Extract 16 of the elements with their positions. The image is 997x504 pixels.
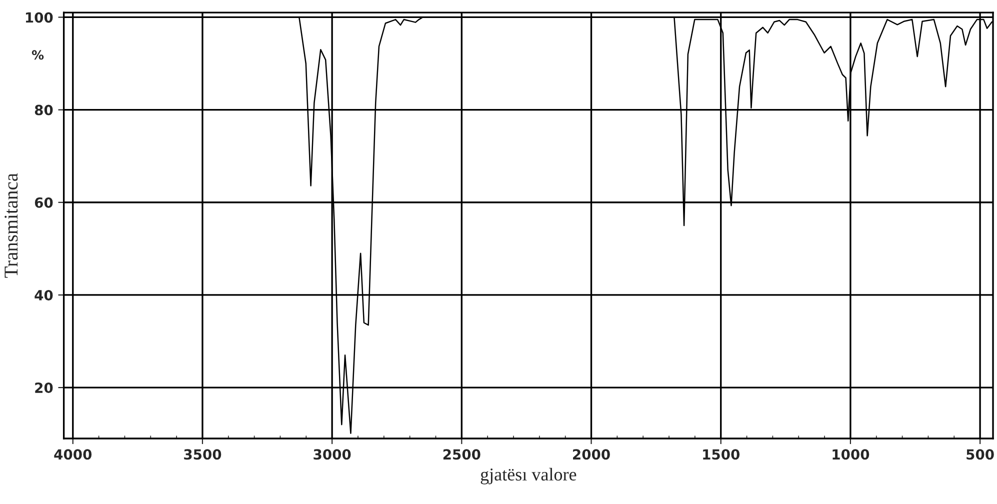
x-tick-label: 3000 (314, 449, 351, 460)
x-tick-label: 2000 (573, 449, 610, 460)
y-tick-label: 20 (35, 382, 53, 394)
y-tick-label: 40 (34, 290, 53, 300)
y-tick-label: 60 (34, 197, 53, 208)
y-tick-label: 80 (34, 104, 53, 116)
x-tick-label: 4000 (54, 449, 92, 460)
y-tick-label: 100 (26, 12, 53, 23)
x-tick-label: 3500 (184, 449, 222, 460)
x-tick-label: 2500 (443, 449, 480, 460)
x-axis-title: gjatësı valore (480, 468, 576, 484)
x-tick-label: 500 (966, 449, 994, 460)
x-tick-label: 1500 (703, 449, 740, 460)
y-axis-title: Transmitanca (4, 173, 18, 278)
x-tick-label: 1000 (832, 449, 870, 460)
text: % (32, 50, 44, 60)
